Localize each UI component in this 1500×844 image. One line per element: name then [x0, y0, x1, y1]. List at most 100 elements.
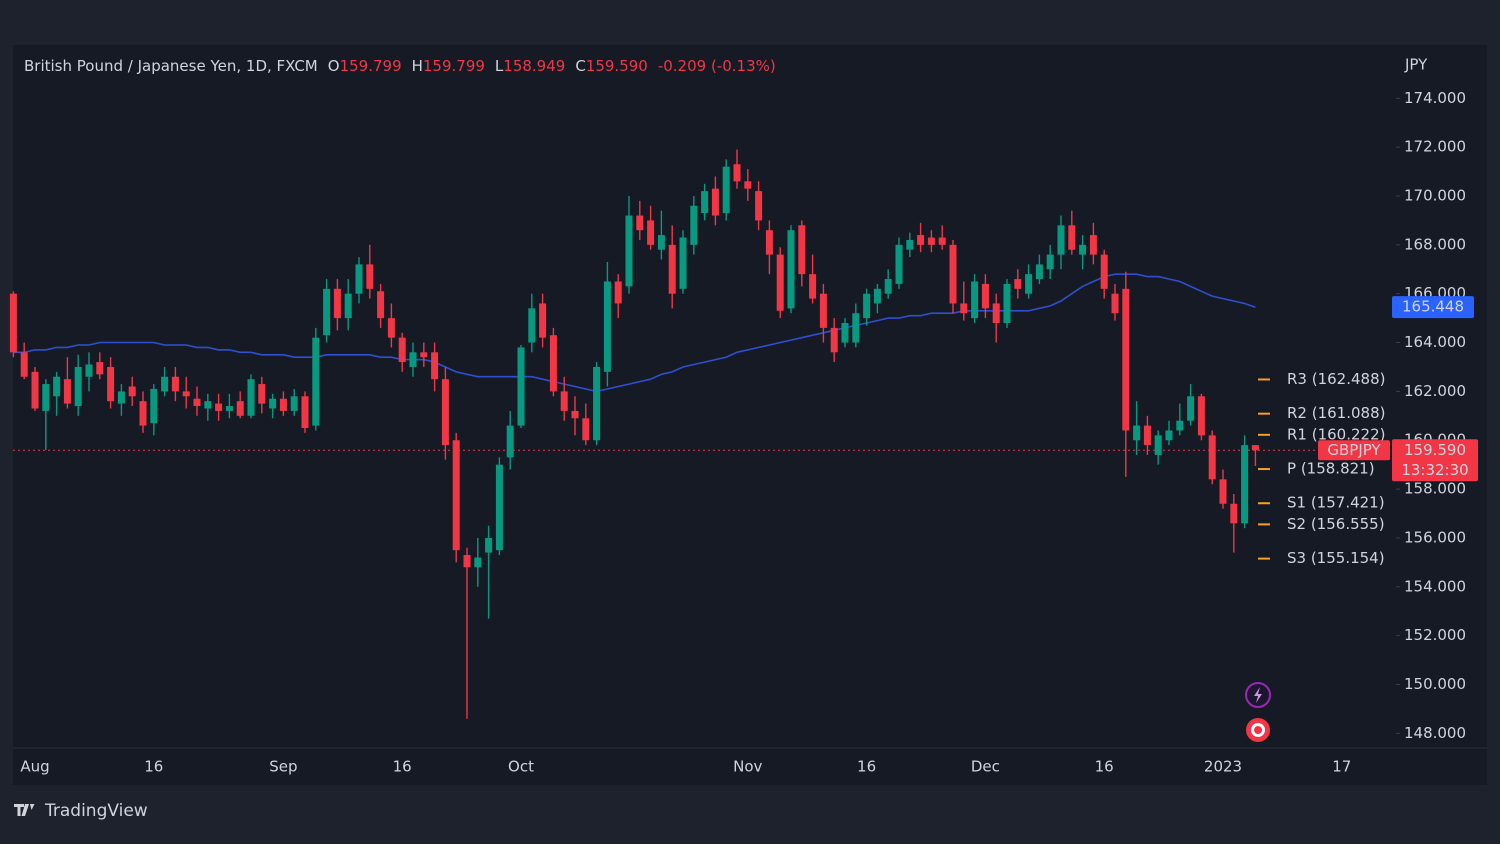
- price-tick-label: 170.000: [1404, 186, 1466, 204]
- candle-body: [787, 230, 795, 309]
- candle-body: [560, 391, 568, 411]
- candle-body: [387, 318, 395, 338]
- ohlc-value: 159.590: [586, 57, 648, 75]
- candle-body: [128, 386, 136, 397]
- candle-body: [1133, 425, 1141, 441]
- candle-body: [1122, 288, 1130, 431]
- candle-body: [873, 288, 881, 304]
- candle-body: [647, 220, 655, 245]
- chart-panel: [13, 45, 1487, 785]
- candle-body: [63, 379, 71, 404]
- candle-body: [776, 254, 784, 311]
- time-tick-label: Nov: [733, 758, 762, 776]
- candle-body: [765, 230, 773, 255]
- price-tick-label: 174.000: [1404, 89, 1466, 107]
- candle-body: [830, 327, 838, 353]
- candle-body: [1251, 445, 1259, 451]
- candle-body: [474, 557, 482, 568]
- alert-icons: [1245, 682, 1271, 742]
- last-price-tag: [1392, 439, 1478, 482]
- candle-body: [701, 191, 709, 214]
- candle-body: [960, 303, 968, 314]
- price-tick-label: 156.000: [1404, 528, 1466, 546]
- candle-body: [20, 352, 28, 377]
- candle-body: [539, 303, 547, 338]
- candle-body: [884, 279, 892, 294]
- candle-body: [1241, 445, 1249, 524]
- candle-body: [333, 288, 341, 319]
- candle-body: [1197, 396, 1205, 436]
- candle-body: [1003, 283, 1011, 324]
- candle-body: [711, 188, 719, 216]
- candle-body: [107, 366, 115, 402]
- candle-body: [1057, 225, 1065, 255]
- pivot-label: P (158.821): [1287, 460, 1375, 478]
- candle-body: [949, 244, 957, 304]
- candle-body: [463, 555, 471, 568]
- candle-body: [279, 398, 287, 411]
- candle-body: [981, 283, 989, 309]
- candle-body: [409, 352, 417, 367]
- time-tick-label: Sep: [269, 758, 297, 776]
- candle-body: [744, 181, 752, 189]
- pivot-label: R1 (160.222): [1287, 425, 1385, 443]
- lightning-icon: [1254, 687, 1262, 703]
- candle-body: [852, 313, 860, 343]
- candle-body: [431, 352, 439, 380]
- time-tick-label: 17: [1332, 758, 1351, 776]
- candle-body: [215, 403, 223, 411]
- ohlc-key: L: [495, 57, 504, 75]
- price-tick-label: 148.000: [1404, 724, 1466, 742]
- symbol-tag: [1318, 440, 1390, 461]
- candle-body: [193, 398, 201, 407]
- time-tick-label: Aug: [20, 758, 49, 776]
- price-tick-label: 152.000: [1404, 626, 1466, 644]
- candle-body: [258, 384, 266, 404]
- candle-body: [1089, 235, 1097, 255]
- candle-body: [722, 166, 730, 214]
- price-tick-label: 172.000: [1404, 138, 1466, 156]
- candle-body: [269, 398, 277, 409]
- pivot-label: S3 (155.154): [1287, 549, 1385, 567]
- candle-body: [938, 237, 946, 245]
- candle-body: [1079, 244, 1087, 255]
- candle-body: [171, 376, 179, 392]
- candle-body: [1025, 274, 1033, 294]
- candle-body: [679, 237, 687, 289]
- ohlc-value: 158.949: [503, 57, 565, 75]
- candle-body: [495, 464, 503, 551]
- candle-body: [139, 401, 147, 426]
- record-dot: [1254, 726, 1262, 734]
- candle-body: [344, 293, 352, 319]
- ma-price-tag: [1392, 296, 1474, 319]
- time-tick-label: 16: [1095, 758, 1114, 776]
- candle-body: [53, 376, 61, 397]
- price-tick-label: 158.000: [1404, 480, 1466, 498]
- candle-body: [1046, 254, 1054, 270]
- candle-body: [798, 225, 806, 275]
- candle-body: [377, 291, 385, 319]
- candle-body: [1187, 396, 1195, 421]
- candle-body: [225, 406, 233, 411]
- candle-body: [355, 264, 363, 294]
- candle-body: [971, 281, 979, 319]
- symbol-legend: British Pound / Japanese Yen, 1D, FXCM O1…: [24, 57, 776, 75]
- ohlc-value: 159.799: [423, 57, 485, 75]
- pivot-label: R3 (162.488): [1287, 370, 1385, 388]
- time-tick-label: 16: [393, 758, 412, 776]
- symbol-tag-label: GBPJPY: [1327, 441, 1381, 459]
- candle-body: [420, 352, 428, 358]
- candle-body: [117, 391, 125, 404]
- candle-body: [809, 274, 817, 299]
- candle-body: [657, 235, 665, 250]
- candle-body: [204, 401, 212, 409]
- candle-body: [603, 281, 611, 372]
- candle-body: [247, 379, 255, 416]
- candle-body: [917, 235, 925, 245]
- candle-body: [236, 401, 244, 416]
- time-tick-label: Oct: [508, 758, 534, 776]
- candle-body: [571, 410, 579, 419]
- candle-body: [312, 337, 320, 426]
- brand-text: TradingView: [44, 801, 148, 821]
